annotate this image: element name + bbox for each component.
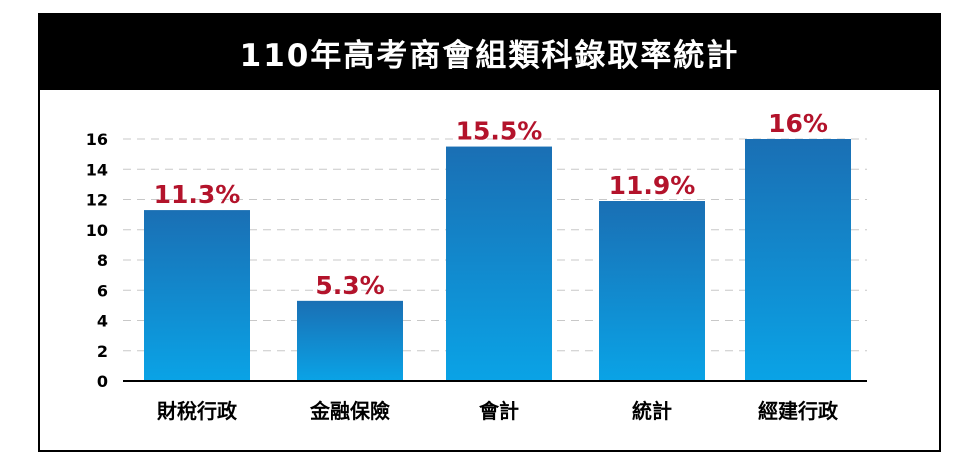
y-axis-ticks: 0 2 4 6 8 10 12 14 16 [86, 130, 108, 391]
bar [297, 300, 403, 381]
y-tick-label: 0 [97, 372, 108, 391]
y-tick-label: 12 [86, 191, 108, 210]
bar [144, 210, 250, 381]
bar [745, 139, 851, 381]
data-label: 15.5% [456, 117, 543, 146]
category-label: 財稅行政 [157, 399, 238, 423]
y-tick-label: 10 [86, 221, 108, 240]
bar [599, 201, 705, 381]
y-tick-label: 4 [97, 312, 108, 331]
data-label: 11.3% [154, 180, 241, 209]
title-bar: 110年高考商會組類科錄取率統計 [40, 15, 939, 90]
data-label: 5.3% [315, 271, 384, 300]
category-label: 會計 [479, 399, 519, 423]
y-tick-label: 8 [97, 251, 108, 270]
y-tick-label: 16 [86, 130, 108, 149]
category-label: 統計 [632, 399, 672, 423]
bar [446, 146, 552, 381]
y-tick-label: 14 [86, 160, 108, 179]
y-tick-label: 6 [97, 281, 108, 300]
data-labels: 11.3% 5.3% 15.5% 11.9% 16% [154, 109, 828, 300]
category-labels: 財稅行政 金融保險 會計 統計 經建行政 [157, 399, 839, 423]
y-tick-label: 2 [97, 342, 108, 361]
category-label: 金融保險 [309, 399, 390, 423]
data-label: 16% [768, 109, 828, 138]
category-label: 經建行政 [758, 399, 839, 423]
chart-title: 110年高考商會組類科錄取率統計 [239, 38, 740, 74]
data-label: 11.9% [609, 171, 696, 200]
bars [144, 139, 851, 381]
